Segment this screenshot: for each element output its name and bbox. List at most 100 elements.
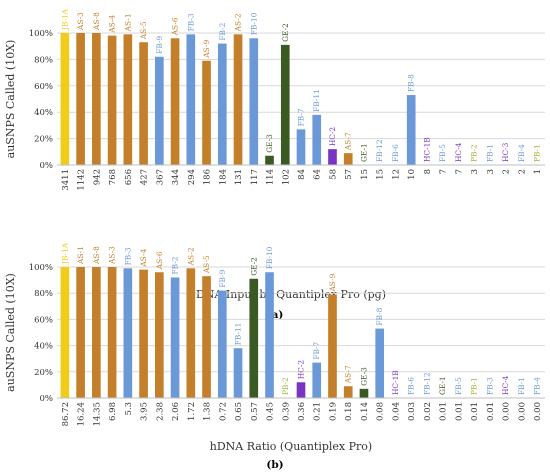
bar-data-label: AS-4 [108, 14, 117, 33]
x-tick-label: 294 [187, 169, 197, 185]
y-tick-label: 0% [40, 161, 54, 171]
bar [265, 155, 274, 165]
bar-data-label: FB-1 [485, 144, 494, 162]
bar-data-label: FB-12 [375, 139, 384, 162]
bar [312, 362, 322, 398]
chart-panel-2: 0% 20% 40% 60% 80% 100% JB-1A 86.72 AS-1 16.24 AS-… [4, 242, 545, 471]
y-tick-label: 40% [34, 342, 53, 352]
bar-data-label: AS-7 [344, 365, 353, 384]
bar-data-label: FB-8 [407, 74, 416, 92]
bar [249, 278, 259, 398]
bar [154, 272, 164, 398]
bar-data-label: FB-11 [234, 323, 243, 346]
bar-data-label: HC-4 [501, 375, 510, 395]
y-axis-title: auSNPS Called (10X) [4, 273, 17, 392]
x-tick-label: 0.01 [470, 402, 480, 421]
bar-data-label: AS-2 [186, 247, 195, 266]
bar [107, 35, 117, 165]
bar [123, 34, 133, 165]
x-tick-label: 0.01 [486, 402, 496, 421]
x-tick-label: 14.35 [92, 402, 102, 426]
bar [233, 348, 243, 398]
y-tick-label: 60% [34, 315, 53, 325]
bar [92, 267, 101, 398]
x-tick-label: 2.38 [155, 402, 165, 421]
bar [107, 267, 117, 398]
x-tick-label: 0.08 [376, 402, 386, 421]
bar-data-label: FB-2 [218, 23, 227, 41]
x-tick-label: 3 [470, 169, 480, 174]
bar-data-label: GE-3 [359, 367, 368, 386]
bar-data-label: AS-6 [171, 17, 180, 36]
y-tick-label: 20% [34, 135, 53, 145]
bar-data-label: GE-3 [265, 134, 274, 153]
x-tick-label: 1142 [77, 169, 87, 191]
bar [217, 290, 227, 398]
bar [280, 44, 290, 165]
bar [343, 386, 353, 398]
bar-data-label: GE-1 [359, 143, 368, 162]
bar-data-label: PB-2 [470, 144, 479, 162]
x-tick-label: 0.04 [391, 402, 401, 421]
x-axis-title: DNA Input by Quantiplex Pro (pg) [196, 288, 386, 301]
bar [170, 38, 180, 165]
bar [375, 328, 385, 398]
bar-data-label: JB-1A [60, 242, 69, 265]
bar-data-label: HC-4 [454, 142, 463, 162]
panel-caption: (b) [266, 459, 283, 471]
bar-data-label: AS-7 [344, 132, 353, 151]
x-tick-label: 131 [234, 169, 244, 185]
x-tick-label: 7 [454, 169, 464, 174]
bar-data-label: PB-1 [533, 144, 542, 162]
bar-data-label: FB-3 [123, 247, 132, 265]
bar-data-label: AS-5 [202, 255, 211, 274]
x-tick-label: 16.24 [77, 402, 87, 426]
bar [202, 60, 211, 165]
x-tick-label: 0.39 [281, 402, 291, 421]
x-tick-label: 0.72 [218, 402, 228, 421]
bar-data-label: AS-9 [328, 273, 337, 292]
bar-data-label: FB-10 [249, 12, 258, 35]
bar-data-label: FB-4 [533, 377, 542, 395]
bar-data-label: PB-2 [281, 377, 290, 395]
x-tick-label: 0.18 [344, 402, 354, 421]
bar-data-label: FB-9 [218, 269, 227, 287]
x-tick-label: 186 [203, 169, 213, 185]
x-tick-label: 656 [124, 169, 134, 185]
bar-data-label: AS-5 [139, 21, 148, 40]
bar-data-label: AS-6 [155, 251, 164, 270]
bar-data-label: FB-11 [312, 89, 321, 112]
y-tick-label: 20% [34, 368, 53, 378]
bar [60, 267, 70, 398]
x-tick-label: 0.01 [454, 402, 464, 421]
bar [139, 269, 148, 398]
bar [186, 34, 196, 165]
x-tick-label: 3.95 [140, 402, 150, 421]
bar [186, 268, 196, 398]
bar [328, 149, 337, 165]
bar-data-label: AS-8 [92, 12, 101, 31]
bar [328, 294, 337, 398]
bar-data-label: GE-2 [281, 23, 290, 42]
x-tick-label: 15 [376, 169, 386, 180]
x-tick-label: 8 [423, 169, 433, 174]
x-tick-label: 2 [517, 169, 527, 174]
bar-data-label: FB-10 [265, 246, 274, 269]
x-tick-label: 3 [486, 169, 496, 174]
bar-data-label: FB-12 [422, 372, 431, 395]
x-axis-title: hDNA Ratio (Quantiplex Pro) [210, 440, 372, 453]
bar [76, 33, 85, 165]
x-tick-label: 768 [108, 169, 118, 185]
bar [170, 277, 180, 398]
bar [312, 114, 322, 165]
x-tick-label: 0.03 [407, 402, 417, 421]
x-tick-label: 0.65 [234, 402, 244, 421]
y-tick-label: 100% [29, 29, 53, 39]
bar-data-label: HC-3 [501, 142, 510, 162]
x-tick-label: 58 [328, 169, 338, 180]
bar-data-label: FB-9 [155, 36, 164, 54]
x-tick-label: 1.38 [203, 402, 213, 421]
x-tick-label: 15 [360, 169, 370, 180]
bar [202, 276, 211, 398]
